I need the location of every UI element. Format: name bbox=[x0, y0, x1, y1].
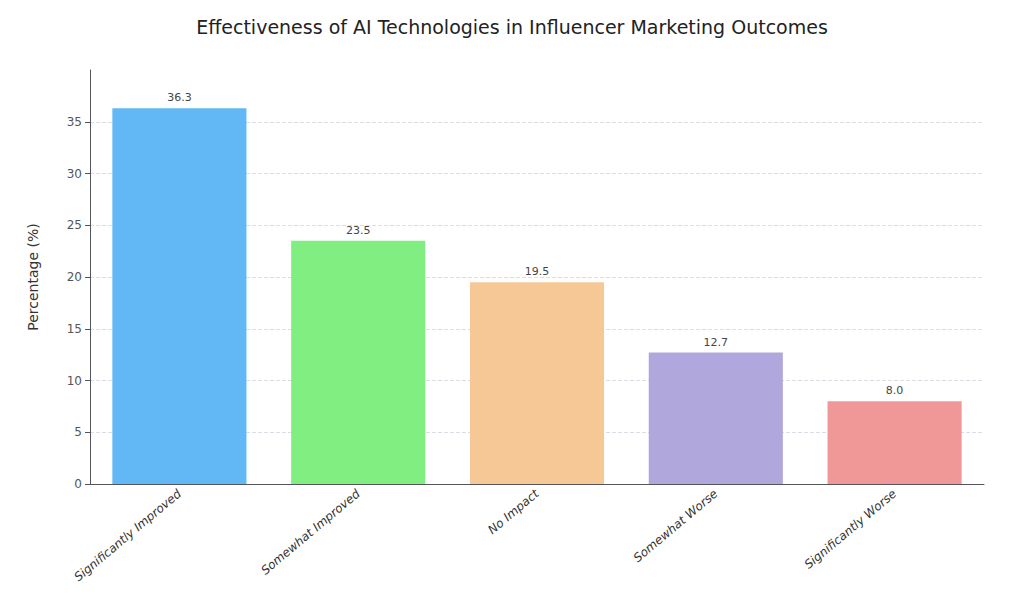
svg-text:No Impact: No Impact bbox=[485, 486, 542, 537]
svg-text:15: 15 bbox=[67, 322, 82, 336]
svg-text:Somewhat Improved: Somewhat Improved bbox=[258, 486, 363, 577]
svg-text:Significantly Worse: Significantly Worse bbox=[802, 487, 900, 572]
svg-text:30: 30 bbox=[67, 167, 82, 181]
svg-text:5: 5 bbox=[74, 425, 82, 439]
svg-text:Percentage (%): Percentage (%) bbox=[25, 223, 41, 330]
svg-text:Effectiveness of AI Technologi: Effectiveness of AI Technologies in Infl… bbox=[196, 16, 828, 38]
svg-text:12.7: 12.7 bbox=[704, 336, 729, 349]
svg-text:Significantly Improved: Significantly Improved bbox=[72, 486, 185, 584]
svg-text:Somewhat Worse: Somewhat Worse bbox=[631, 487, 721, 565]
svg-text:35: 35 bbox=[67, 115, 82, 129]
svg-text:10: 10 bbox=[67, 374, 82, 388]
svg-text:20: 20 bbox=[67, 270, 82, 284]
svg-text:23.5: 23.5 bbox=[346, 224, 371, 237]
svg-text:0: 0 bbox=[74, 477, 82, 491]
svg-text:25: 25 bbox=[67, 218, 82, 232]
svg-text:8.0: 8.0 bbox=[886, 384, 904, 397]
svg-text:19.5: 19.5 bbox=[525, 265, 550, 278]
svg-text:36.3: 36.3 bbox=[167, 91, 192, 104]
